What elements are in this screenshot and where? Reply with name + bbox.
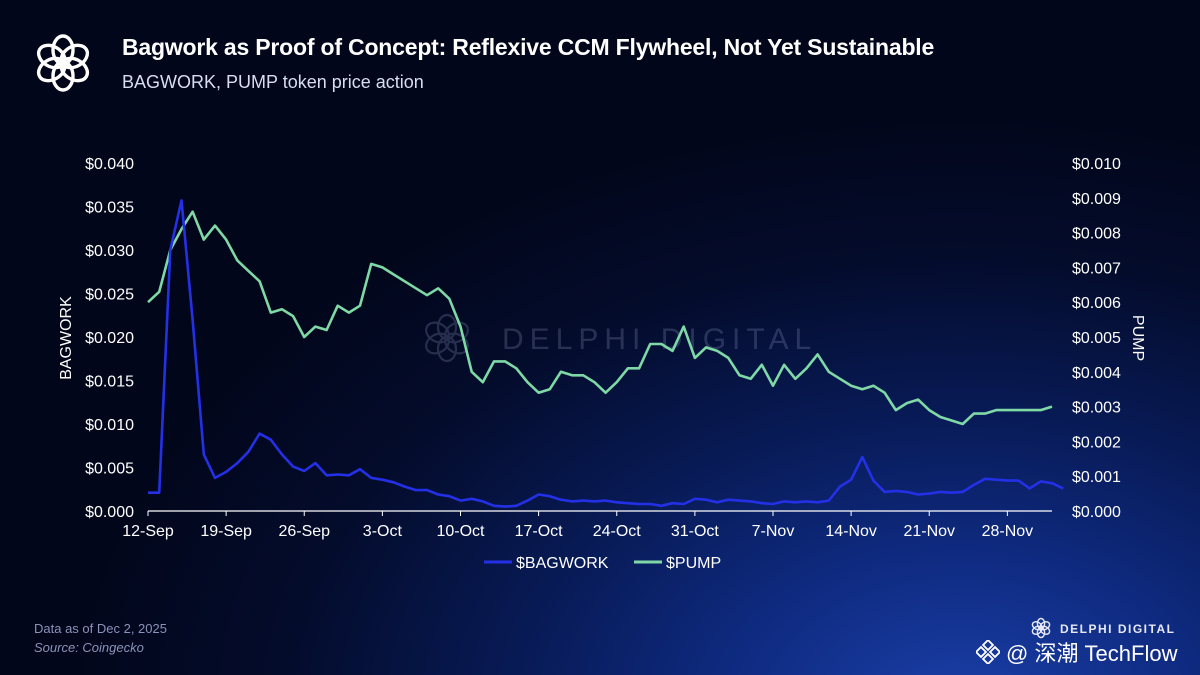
x-tick-label: 24-Oct: [593, 523, 642, 540]
x-axis-ticks: 12-Sep 19-Sep 26-Sep 3-Oct 10-Oct 17-Oct 24-Oc…: [122, 511, 1033, 540]
delphi-watermark: DELPHI DIGITAL: [425, 313, 817, 363]
y-right-tick-label: $0.005: [1072, 330, 1121, 347]
y-left-tick-label: $0.015: [85, 374, 134, 391]
y-left-tick-label: $0.040: [85, 156, 134, 173]
techflow-watermark: @ 深潮 TechFlow: [976, 637, 1177, 667]
y-right-tick-label: $0.000: [1072, 504, 1121, 521]
y-left-tick-label: $0.000: [85, 504, 134, 521]
y-right-tick-label: $0.009: [1072, 191, 1121, 208]
y-left-tick-label: $0.025: [85, 287, 134, 304]
x-tick-label: 14-Nov: [825, 523, 877, 540]
x-tick-label: 28-Nov: [982, 523, 1034, 540]
delphi-flower-logo-icon: [36, 34, 90, 92]
x-tick-label: 17-Oct: [515, 523, 564, 540]
x-tick-label: 26-Sep: [278, 523, 330, 540]
series-line-pump: [147, 210, 1053, 426]
x-tick-label: 7-Nov: [752, 523, 795, 540]
chart-subtitle: BAGWORK, PUMP token price action: [122, 72, 424, 92]
y-right-tick-label: $0.004: [1072, 365, 1121, 382]
y-right-tick-label: $0.007: [1072, 260, 1121, 277]
data-date-note: Data as of Dec 2, 2025: [34, 621, 167, 636]
legend-label-pump: $PUMP: [666, 555, 721, 572]
series-line-bagwork: [148, 199, 1064, 508]
x-tick-label: 21-Nov: [903, 523, 955, 540]
x-tick-label: 3-Oct: [363, 523, 403, 540]
chart-title: Bagwork as Proof of Concept: Reflexive C…: [122, 34, 935, 60]
y-axis-left-label: BAGWORK: [58, 296, 75, 380]
y-axis-right-label: PUMP: [1129, 315, 1146, 361]
watermark-flower-icon: [425, 313, 469, 363]
source-note: Source: Coingecko: [34, 640, 144, 655]
legend: $BAGWORK $PUMP: [484, 555, 721, 572]
delphi-brand-logo-icon: [1031, 617, 1051, 639]
y-right-tick-label: $0.010: [1072, 156, 1121, 173]
y-left-tick-label: $0.020: [85, 330, 134, 347]
x-tick-label: 19-Sep: [200, 523, 252, 540]
watermark-label: @ 深潮 TechFlow: [1006, 641, 1178, 666]
y-axis-left-ticks: $0.000 $0.005 $0.010 $0.015 $0.020 $0.025 $0.0…: [85, 156, 134, 521]
x-tick-label: 31-Oct: [671, 523, 720, 540]
y-right-tick-label: $0.003: [1072, 400, 1121, 417]
y-left-tick-label: $0.035: [85, 200, 134, 217]
legend-label-bagwork: $BAGWORK: [516, 555, 609, 572]
brand-name: DELPHI DIGITAL: [1060, 622, 1176, 636]
watermark-text: DELPHI DIGITAL: [502, 323, 817, 356]
y-right-tick-label: $0.002: [1072, 434, 1121, 451]
x-tick-label: 12-Sep: [122, 523, 174, 540]
y-right-tick-label: $0.001: [1072, 469, 1121, 486]
binance-diamond-icon: [976, 640, 1000, 664]
y-left-tick-label: $0.010: [85, 417, 134, 434]
x-tick-label: 10-Oct: [436, 523, 485, 540]
y-left-tick-label: $0.005: [85, 461, 134, 478]
y-right-tick-label: $0.008: [1072, 226, 1121, 243]
y-left-tick-label: $0.030: [85, 243, 134, 260]
y-axis-right-ticks: $0.000 $0.001 $0.002 $0.003 $0.004 $0.005 $0.0…: [1072, 156, 1121, 521]
y-right-tick-label: $0.006: [1072, 295, 1121, 312]
